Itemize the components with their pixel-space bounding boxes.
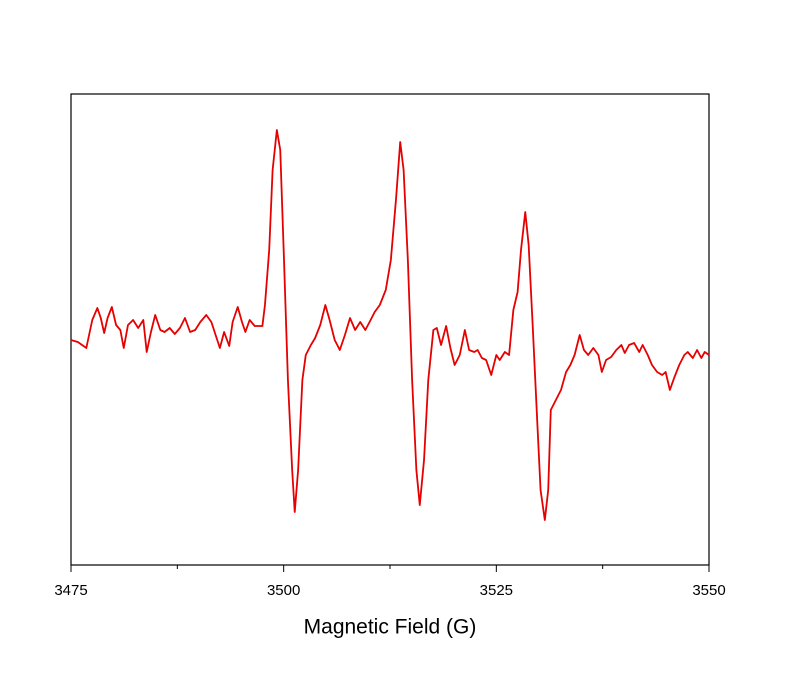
spectrum-line <box>70 129 710 521</box>
x-tick-label: 3500 <box>267 582 300 599</box>
x-tick-label: 3475 <box>54 582 87 599</box>
x-tick-label: 3525 <box>480 582 513 599</box>
x-tick-label: 3550 <box>692 582 725 599</box>
x-axis-label: Magnetic Field (G) <box>304 616 477 639</box>
